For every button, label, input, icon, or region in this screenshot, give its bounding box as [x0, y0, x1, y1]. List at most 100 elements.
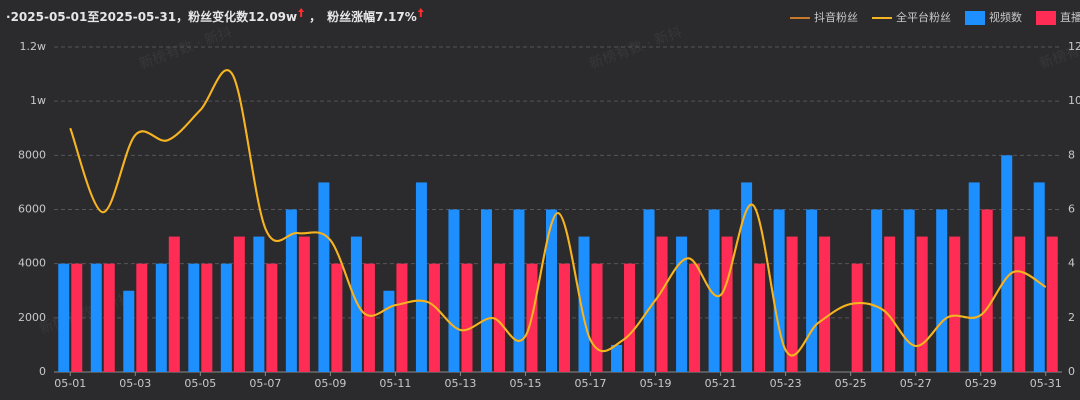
growth-text: 粉丝涨幅7.17% [327, 9, 417, 24]
bar [871, 209, 883, 372]
x-tick-label: 05-19 [640, 377, 672, 390]
y2-tick-label: 0 [1068, 365, 1075, 378]
bar [936, 209, 948, 372]
legend-item: 视频数 [965, 10, 1022, 25]
bar [806, 209, 818, 372]
bar [188, 263, 200, 372]
legend-item: 全平台粉丝 [872, 10, 951, 24]
legend-item: 抖音粉丝 [790, 10, 858, 24]
y-tick-label: 4000 [18, 257, 46, 270]
bar [136, 263, 148, 372]
x-tick-label: 05-07 [249, 377, 281, 390]
legend-label: 视频数 [989, 10, 1022, 24]
y2-tick-label: 2 [1068, 311, 1075, 324]
bar [201, 263, 213, 372]
bar [233, 236, 245, 372]
y2-tick-label: 8 [1068, 148, 1075, 161]
bar [559, 263, 570, 372]
bar [155, 263, 167, 372]
up-arrow [417, 8, 424, 17]
bar [916, 236, 928, 372]
y-tick-label: 2000 [18, 311, 46, 324]
y-tick-label: 1.2w [20, 40, 47, 53]
bar [123, 290, 135, 372]
bar [396, 263, 408, 372]
bar [480, 209, 492, 372]
period-text: 2025-05-01至2025-05-31，粉丝变化数12.09w [11, 9, 298, 24]
x-tick-label: 05-01 [54, 377, 86, 390]
bar [591, 263, 603, 372]
x-tick-label: 05-11 [379, 377, 411, 390]
up-arrows [298, 8, 424, 17]
y-tick-label: 0 [39, 365, 46, 378]
bar [903, 209, 915, 372]
bar [266, 263, 278, 372]
x-tick-label: 05-31 [1030, 377, 1062, 390]
bar [643, 209, 655, 372]
bar [428, 263, 440, 372]
header: ·2025-05-01至2025-05-31，粉丝变化数12.09w ， 粉丝涨幅7… [6, 9, 417, 24]
up-arrow [298, 8, 305, 17]
bar [968, 182, 980, 372]
bar [689, 263, 701, 372]
bar [103, 263, 115, 372]
y-tick-label: 6000 [18, 203, 46, 216]
x-tick-label: 05-25 [835, 377, 867, 390]
bar [721, 236, 733, 372]
bar [884, 236, 896, 372]
y2-tick-label: 12 [1068, 40, 1080, 53]
x-tick-label: 05-21 [705, 377, 737, 390]
bar [253, 236, 265, 372]
bar [71, 263, 83, 372]
x-tick-label: 05-23 [770, 377, 802, 390]
y2-tick-label: 10 [1068, 94, 1080, 107]
line [69, 69, 1047, 357]
legend-label: 全平台粉丝 [896, 10, 951, 24]
bar [624, 263, 636, 372]
y-tick-label: 1w [30, 94, 46, 107]
bar [546, 209, 557, 372]
bar [363, 263, 375, 372]
bar [461, 263, 473, 372]
bar [298, 236, 310, 372]
bar [773, 209, 785, 372]
bar [350, 236, 362, 372]
bar [331, 263, 343, 372]
bar [786, 236, 798, 372]
bar [493, 263, 505, 372]
bar [415, 182, 427, 372]
bar [676, 236, 688, 372]
bar [90, 263, 102, 372]
bar [168, 236, 180, 372]
x-tick-label: 05-05 [184, 377, 216, 390]
bar [1046, 236, 1058, 372]
legend-swatch [965, 11, 985, 25]
legend-label: 直播数 [1060, 10, 1080, 24]
bar [656, 236, 668, 372]
bar [741, 182, 753, 372]
bar [1033, 182, 1045, 372]
y2-tick-label: 4 [1068, 257, 1075, 270]
bar [1001, 155, 1013, 372]
legend-label: 抖音粉丝 [814, 10, 858, 24]
bar [578, 236, 590, 372]
bar [220, 263, 232, 372]
x-tick-label: 05-13 [444, 377, 476, 390]
bar [819, 236, 831, 372]
bar [58, 263, 70, 372]
bullet: · [6, 10, 11, 24]
legend-item: 直播数 [1036, 10, 1080, 25]
bar [318, 182, 330, 372]
x-tick-label: 05-29 [965, 377, 997, 390]
bar [708, 209, 720, 372]
x-tick-label: 05-09 [314, 377, 346, 390]
bar [1014, 236, 1026, 372]
y-tick-label: 8000 [18, 148, 46, 161]
bar [851, 263, 863, 372]
bar [754, 263, 766, 372]
x-tick-label: 05-15 [509, 377, 541, 390]
bar [611, 344, 623, 372]
bar [448, 209, 460, 372]
